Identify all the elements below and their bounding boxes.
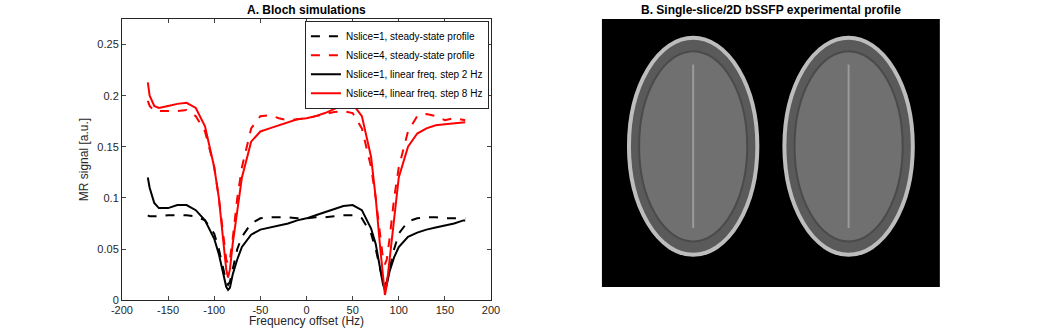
svg-text:-100: -100 — [203, 304, 225, 316]
svg-text:100: 100 — [390, 304, 408, 316]
svg-text:Nslice=4, linear freq. step 8: Nslice=4, linear freq. step 8 Hz — [346, 88, 482, 99]
svg-text:Nslice=4, steady-state profile: Nslice=4, steady-state profile — [346, 50, 475, 61]
svg-text:0.25: 0.25 — [97, 38, 118, 50]
svg-text:0: 0 — [113, 294, 119, 306]
svg-text:0.2: 0.2 — [103, 90, 118, 102]
svg-text:MR signal [a.u.]: MR signal [a.u.] — [77, 118, 91, 201]
svg-text:0.1: 0.1 — [103, 192, 118, 204]
svg-text:Nslice=1, steady-state profile: Nslice=1, steady-state profile — [346, 31, 475, 42]
svg-text:50: 50 — [347, 304, 359, 316]
svg-text:B. Single-slice/2D bSSFP exper: B. Single-slice/2D bSSFP experimental pr… — [641, 3, 901, 17]
svg-text:Frequency offset (Hz): Frequency offset (Hz) — [249, 314, 364, 328]
svg-text:-150: -150 — [157, 304, 179, 316]
svg-text:200: 200 — [482, 304, 500, 316]
svg-text:0.05: 0.05 — [97, 243, 118, 255]
svg-text:Nslice=1, linear freq. step 2: Nslice=1, linear freq. step 2 Hz — [346, 69, 482, 80]
svg-text:0.15: 0.15 — [97, 141, 118, 153]
svg-text:A. Bloch simulations: A. Bloch simulations — [247, 3, 366, 17]
svg-text:0: 0 — [303, 304, 309, 316]
svg-text:-50: -50 — [252, 304, 268, 316]
svg-text:-200: -200 — [111, 304, 133, 316]
svg-text:150: 150 — [436, 304, 454, 316]
